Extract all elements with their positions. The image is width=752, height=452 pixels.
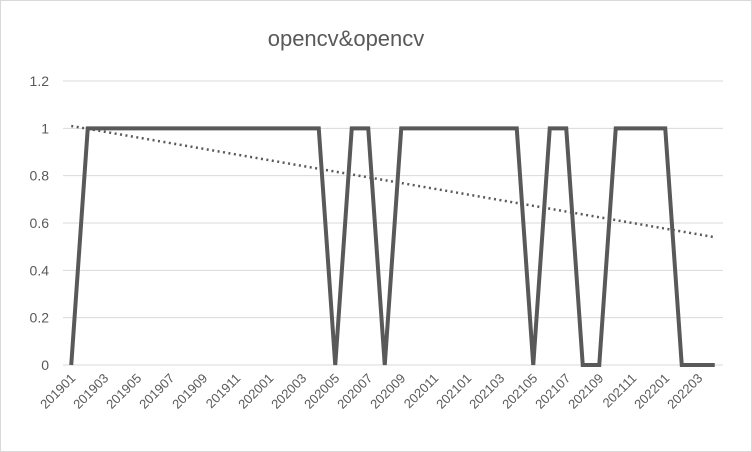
y-tick-label: 0 (41, 357, 49, 373)
x-tick-label: 202001 (235, 371, 276, 412)
y-tick-label: 0.8 (30, 168, 50, 184)
x-axis-ticks: 2019012019032019052019072019092019112020… (37, 371, 705, 412)
x-tick-label: 201907 (136, 371, 177, 412)
x-tick-label: 201901 (37, 371, 78, 412)
x-tick-label: 201909 (169, 371, 210, 412)
chart-title: opencv&opencv (268, 26, 425, 51)
y-axis-ticks: 0 0.2 0.4 0.6 0.8 1 1.2 (30, 73, 50, 373)
y-tick-label: 0.2 (30, 310, 50, 326)
x-tick-label: 202011 (401, 371, 442, 412)
x-tick-label: 202007 (334, 371, 375, 412)
series-layer (69, 126, 715, 367)
x-tick-label: 202201 (631, 371, 672, 412)
x-tick-label: 202109 (565, 371, 606, 412)
x-tick-label: 202101 (433, 371, 474, 412)
y-tick-label: 0.6 (30, 215, 50, 231)
x-tick-label: 201903 (70, 371, 111, 412)
y-tick-label: 0.4 (30, 262, 50, 278)
x-tick-label: 202103 (466, 371, 507, 412)
series-line-0 (69, 126, 715, 367)
x-tick-label: 201905 (103, 371, 144, 412)
x-tick-label: 202105 (499, 371, 540, 412)
x-tick-label: 202107 (532, 371, 573, 412)
x-tick-label: 202203 (664, 371, 705, 412)
x-tick-label: 201911 (203, 371, 244, 412)
y-tick-label: 1 (41, 120, 49, 136)
x-tick-label: 202009 (367, 371, 408, 412)
x-tick-label: 202003 (268, 371, 309, 412)
y-tick-label: 1.2 (30, 73, 50, 89)
x-tick-label: 202005 (301, 371, 342, 412)
